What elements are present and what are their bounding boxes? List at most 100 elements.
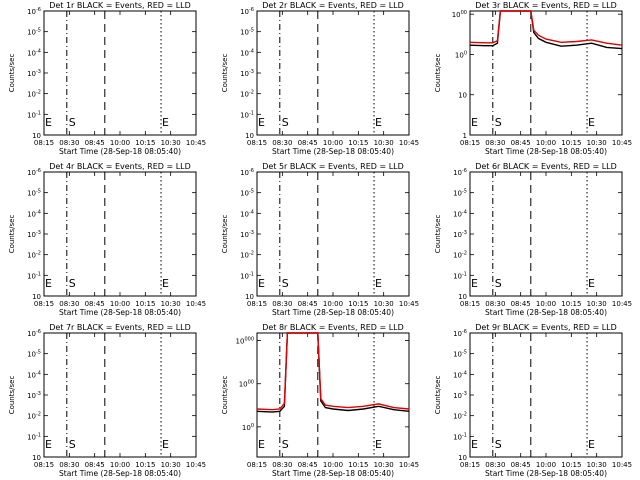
x-tick-label: 10:00 xyxy=(110,139,130,147)
panel-8: Det 8r BLACK = Events, RED = LLD Counts/s… xyxy=(221,323,419,478)
x-axis-label: Start Time (28-Sep-18 08:05:40) xyxy=(59,469,181,478)
y-tick-label: 10-4 xyxy=(27,209,41,218)
x-tick-label: 10:00 xyxy=(110,300,130,308)
y-tick-label: 10-5 xyxy=(27,189,41,198)
y-tick-label: 1000 xyxy=(452,10,467,19)
x-tick-label: 10:30 xyxy=(374,300,394,308)
panel-9: Det 9r BLACK = Events, RED = LLD Counts/s… xyxy=(434,323,632,478)
panel-4: Det 4r BLACK = Events, RED = LLD Counts/s… xyxy=(8,162,206,317)
x-tick-label: 08:30 xyxy=(59,139,79,147)
y-tick-label: 10-3 xyxy=(453,230,467,239)
y-tick-label: 10-3 xyxy=(27,230,41,239)
x-tick-label: 08:15 xyxy=(34,300,54,308)
panel-5: Det 5r BLACK = Events, RED = LLD Counts/s… xyxy=(221,162,419,317)
y-axis-label: Counts/sec xyxy=(221,54,229,93)
edge-marker: E xyxy=(471,116,478,129)
x-tick-label: 08:15 xyxy=(34,139,54,147)
panel-7: Det 7r BLACK = Events, RED = LLD Counts/s… xyxy=(8,323,206,478)
y-tick-label: 10-6 xyxy=(27,168,41,177)
y-tick-label: 10-3 xyxy=(240,69,254,78)
y-tick-label: 10 xyxy=(32,454,41,462)
x-tick-label: 10:00 xyxy=(323,300,343,308)
y-tick-label: 10-3 xyxy=(453,391,467,400)
edge-marker: E xyxy=(258,116,265,129)
y-tick-label: 10 xyxy=(458,92,467,100)
series-black xyxy=(256,332,410,413)
panel-title: Det 9r BLACK = Events, RED = LLD xyxy=(475,323,617,332)
y-tick-label: 10 xyxy=(245,293,254,301)
x-axis-label: Start Time (28-Sep-18 08:05:40) xyxy=(272,469,394,478)
y-tick-label: 10-2 xyxy=(27,412,41,421)
x-tick-label: 10:45 xyxy=(399,300,419,308)
panel-3: Det 3r BLACK = Events, RED = LLD Counts/s… xyxy=(434,1,632,156)
edge-marker: E xyxy=(471,438,478,451)
x-tick-label: 10:15 xyxy=(348,139,368,147)
x-tick-label: 10:30 xyxy=(587,300,607,308)
x-tick-label: 08:15 xyxy=(247,300,267,308)
x-tick-label: 10:00 xyxy=(110,461,130,469)
y-tick-label: 10-2 xyxy=(240,251,254,260)
marker-label: S xyxy=(282,277,289,290)
y-tick-label: 10-6 xyxy=(453,329,467,338)
y-tick-label: 10-1 xyxy=(453,432,467,441)
y-tick-label: 10-1 xyxy=(240,271,254,280)
y-tick-label: 10 xyxy=(32,132,41,140)
x-tick-label: 08:45 xyxy=(511,461,531,469)
x-tick-label: 10:15 xyxy=(135,300,155,308)
x-tick-label: 10:45 xyxy=(612,300,632,308)
y-tick-label: 10-5 xyxy=(240,189,254,198)
x-tick-label: 10:45 xyxy=(399,461,419,469)
y-tick-label: 10-2 xyxy=(27,90,41,99)
series-black xyxy=(469,10,623,50)
y-tick-label: 10-3 xyxy=(27,69,41,78)
edge-marker: E xyxy=(45,277,52,290)
y-tick-label: 10000 xyxy=(236,337,254,346)
x-tick-label: 10:45 xyxy=(612,139,632,147)
panel-6: Det 6r BLACK = Events, RED = LLD Counts/s… xyxy=(434,162,632,317)
x-tick-label: 10:45 xyxy=(399,139,419,147)
y-tick-label: 100 xyxy=(242,423,254,432)
y-tick-label: 1 xyxy=(463,132,467,140)
x-tick-label: 08:15 xyxy=(460,139,480,147)
panel-1: Det 1r BLACK = Events, RED = LLD Counts/s… xyxy=(8,1,206,156)
marker-label: E xyxy=(375,438,382,451)
x-axis-label: Start Time (28-Sep-18 08:05:40) xyxy=(485,147,607,156)
y-tick-label: 10-5 xyxy=(27,28,41,37)
x-tick-label: 08:30 xyxy=(272,461,292,469)
x-tick-label: 08:15 xyxy=(460,300,480,308)
x-tick-label: 08:30 xyxy=(485,461,505,469)
x-tick-label: 10:45 xyxy=(186,300,206,308)
y-tick-label: 100 xyxy=(455,50,467,59)
edge-marker: E xyxy=(471,277,478,290)
marker-label: E xyxy=(375,116,382,129)
marker-label: S xyxy=(282,116,289,129)
y-tick-label: 10-1 xyxy=(27,271,41,280)
x-axis-label: Start Time (28-Sep-18 08:05:40) xyxy=(59,308,181,317)
x-tick-label: 08:15 xyxy=(460,461,480,469)
x-axis-label: Start Time (28-Sep-18 08:05:40) xyxy=(485,308,607,317)
marker-label: E xyxy=(588,438,595,451)
edge-marker: E xyxy=(258,277,265,290)
y-tick-label: 10-3 xyxy=(27,391,41,400)
y-tick-label: 10-6 xyxy=(240,168,254,177)
x-tick-label: 10:00 xyxy=(536,300,556,308)
x-tick-label: 08:45 xyxy=(85,300,105,308)
x-tick-label: 10:30 xyxy=(161,461,181,469)
x-tick-label: 08:30 xyxy=(272,139,292,147)
marker-label: E xyxy=(162,116,169,129)
panel-title: Det 8r BLACK = Events, RED = LLD xyxy=(262,323,404,332)
panel-title: Det 3r BLACK = Events, RED = LLD xyxy=(475,1,617,10)
y-tick-label: 10-6 xyxy=(27,7,41,16)
x-axis-label: Start Time (28-Sep-18 08:05:40) xyxy=(485,469,607,478)
y-tick-label: 10-6 xyxy=(240,7,254,16)
marker-label: E xyxy=(162,438,169,451)
y-tick-label: 10-5 xyxy=(27,350,41,359)
y-tick-label: 1000 xyxy=(239,380,254,389)
y-tick-label: 10 xyxy=(458,293,467,301)
y-tick-label: 10-6 xyxy=(27,329,41,338)
y-tick-label: 10-4 xyxy=(453,209,467,218)
x-tick-label: 08:30 xyxy=(485,300,505,308)
panel-title: Det 7r BLACK = Events, RED = LLD xyxy=(49,323,191,332)
panel-title: Det 5r BLACK = Events, RED = LLD xyxy=(262,162,404,171)
